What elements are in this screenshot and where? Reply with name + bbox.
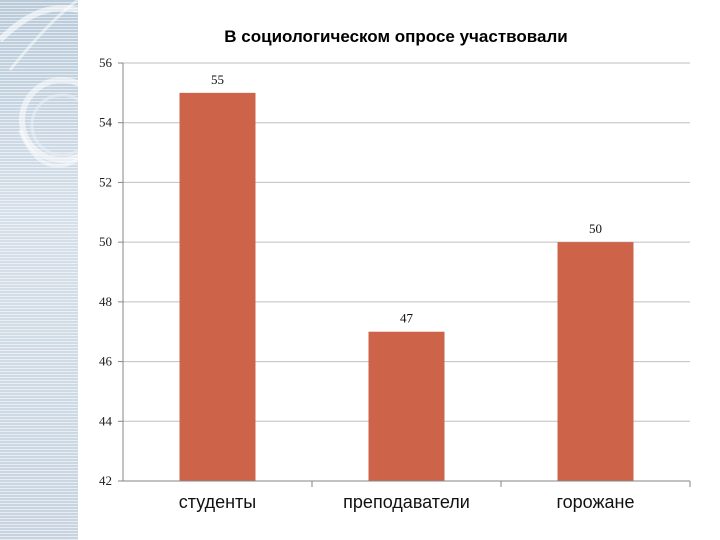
y-tick-label: 44	[99, 413, 113, 428]
bar	[368, 331, 445, 481]
x-tick-label: преподаватели	[343, 492, 470, 512]
data-label: 50	[589, 221, 602, 236]
bar	[179, 92, 256, 481]
y-tick-label: 50	[99, 234, 112, 249]
bars	[179, 92, 634, 481]
x-tick-label: студенты	[179, 492, 256, 512]
y-tick-label: 42	[99, 473, 112, 488]
data-label: 55	[211, 72, 224, 87]
y-tick-label: 56	[99, 55, 113, 70]
data-labels: 55 47 50	[211, 72, 602, 326]
data-label: 47	[400, 311, 414, 326]
x-tick-label: горожане	[556, 492, 634, 512]
decorative-sidebar	[0, 0, 78, 540]
y-tick-label: 54	[99, 115, 113, 130]
y-axis-ticks: 42 44 46 48 50 52 54 56	[99, 55, 113, 488]
axes	[118, 62, 691, 487]
y-tick-label: 52	[99, 174, 112, 189]
x-axis-ticks: студенты преподаватели горожане	[179, 492, 635, 512]
chart-title: В социологическом опросе участвовали	[224, 27, 567, 46]
y-tick-label: 46	[99, 354, 113, 369]
y-tick-label: 48	[99, 294, 112, 309]
swirl-decoration-icon	[0, 0, 78, 168]
bar	[557, 242, 634, 481]
